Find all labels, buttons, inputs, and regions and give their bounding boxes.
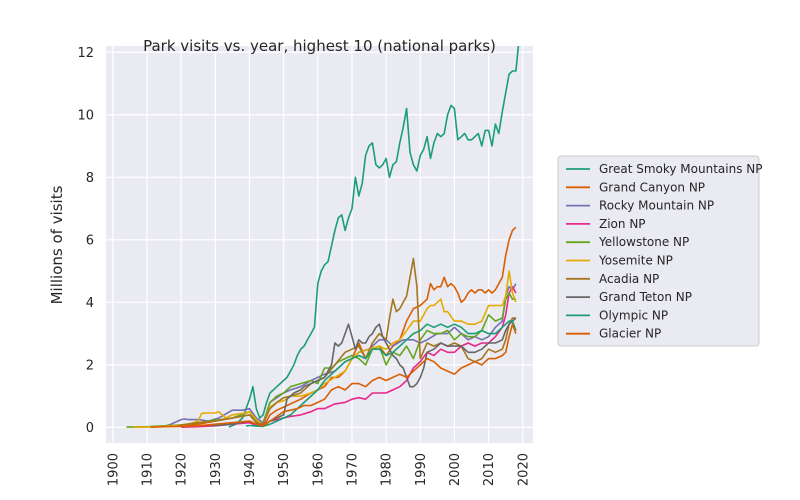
x-tick-label: 1940 [243,453,258,486]
legend-entry: Rocky Mountain NP [599,199,714,213]
series-line-7 [211,317,517,427]
series-line-4 [126,292,516,428]
legend-entry: Great Smoky Mountains NP [599,162,763,176]
y-tick-label: 0 [86,421,94,436]
legend-entry: Yosemite NP [598,254,673,268]
chart-title: Park visits vs. year, highest 10 (nation… [143,37,496,55]
y-tick-label: 10 [77,108,94,123]
y-tick-label: 4 [86,296,94,311]
x-tick-label: 1910 [140,453,155,486]
legend-entry: Zion NP [599,217,646,231]
x-tick-label: 2020 [516,453,531,486]
x-tick-label: 1900 [106,453,121,486]
x-tick-label: 1990 [414,453,429,486]
series-lines [126,46,520,428]
series-line-5 [133,270,517,428]
y-tick-label: 6 [86,233,94,248]
legend-entry: Glacier NP [599,327,661,341]
y-tick-label: 12 [77,46,94,61]
legend-entry: Acadia NP [599,272,659,286]
x-axis-ticks: 1900 1910 1920 1930 1940 1950 1960 1970 1980 1990… [106,453,531,486]
series-line-1 [177,226,517,427]
x-tick-label: 2010 [482,453,497,486]
legend-frame [557,155,760,347]
x-tick-label: 1980 [380,453,395,486]
x-tick-label: 1930 [209,453,224,486]
y-axis-label: Millions of visits [48,185,66,304]
x-tick-label: 1960 [311,453,326,486]
plot-area [106,46,533,443]
legend: Great Smoky Mountains NP Grand Canyon NP R… [557,155,763,347]
series-line-9 [150,323,517,428]
legend-entry: Grand Canyon NP [599,180,705,194]
legend-entry: Olympic NP [599,308,668,322]
x-tick-label: 1970 [345,453,360,486]
series-line-0 [228,46,520,428]
x-tick-label: 1950 [277,453,292,486]
series-line-8 [245,320,517,428]
y-tick-label: 2 [86,358,94,373]
legend-entry: Yellowstone NP [598,235,689,249]
y-tick-label: 8 [86,171,94,186]
x-tick-label: 1920 [175,453,190,486]
x-tick-label: 2000 [448,453,463,486]
y-axis-ticks: 0 2 4 6 8 10 12 [77,46,94,436]
legend-entry: Grand Teton NP [599,290,692,304]
